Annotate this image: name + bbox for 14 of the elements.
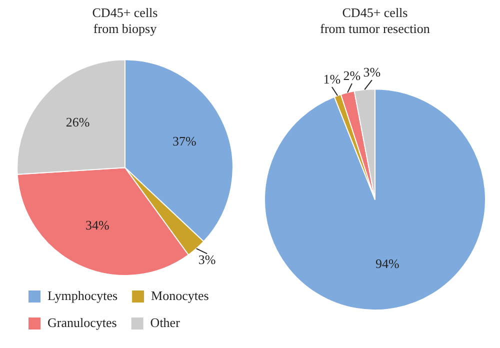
legend-label: Other — [150, 314, 181, 330]
data-label: 3% — [363, 64, 381, 80]
data-label: 37% — [172, 133, 196, 148]
legend-label: Granulocytes — [48, 314, 117, 330]
legend-label: Lymphocytes — [48, 288, 118, 303]
data-label: 94% — [376, 256, 400, 272]
chart-title: CD45+ cells from tumor resection — [320, 5, 430, 36]
data-label: 3% — [198, 252, 216, 268]
data-label: 34% — [86, 218, 110, 233]
legend-label: Monocytes — [151, 288, 209, 303]
data-label: 1% — [323, 71, 341, 86]
chart-title: CD45+ cells from biopsy — [92, 5, 158, 36]
data-label: 2% — [343, 68, 361, 83]
data-label: 26% — [66, 114, 90, 130]
